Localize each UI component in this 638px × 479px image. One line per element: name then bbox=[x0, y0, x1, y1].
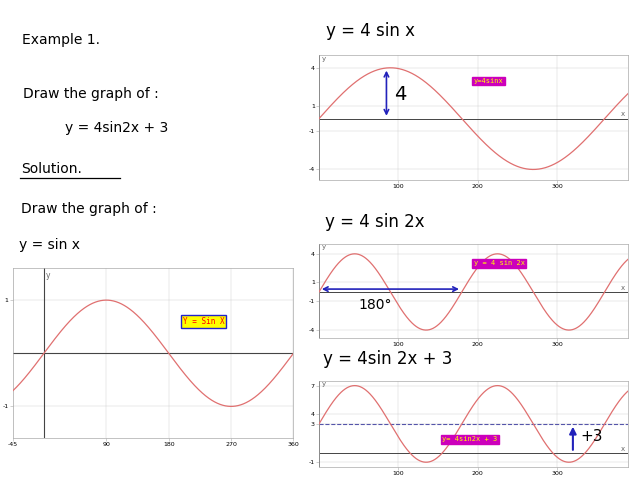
Text: y: y bbox=[322, 57, 325, 62]
Text: y = 4sin 2x + 3: y = 4sin 2x + 3 bbox=[323, 350, 452, 368]
Text: 4: 4 bbox=[394, 85, 407, 103]
Text: y: y bbox=[322, 244, 325, 250]
Text: 180°: 180° bbox=[359, 298, 392, 312]
Text: Draw the graph of :: Draw the graph of : bbox=[21, 202, 157, 216]
Text: x: x bbox=[621, 111, 625, 117]
Text: Example 1.: Example 1. bbox=[22, 33, 100, 46]
Text: y = 4 sin 2x: y = 4 sin 2x bbox=[473, 260, 524, 266]
Text: y = 4sin2x + 3: y = 4sin2x + 3 bbox=[65, 121, 168, 135]
Text: y: y bbox=[46, 271, 50, 280]
Text: y = 4 sin 2x: y = 4 sin 2x bbox=[325, 213, 424, 231]
Text: Draw the graph of :: Draw the graph of : bbox=[23, 87, 159, 101]
Text: +3: +3 bbox=[581, 429, 604, 444]
Text: y: y bbox=[322, 381, 325, 387]
Text: y = sin x: y = sin x bbox=[19, 238, 80, 252]
Text: y = 4 sin x: y = 4 sin x bbox=[327, 22, 415, 40]
Text: y= 4sin2x + 3: y= 4sin2x + 3 bbox=[442, 436, 497, 442]
Text: Solution.: Solution. bbox=[21, 162, 82, 176]
Text: x: x bbox=[621, 446, 625, 452]
Text: y=4sinx: y=4sinx bbox=[473, 78, 503, 84]
Text: x: x bbox=[621, 285, 625, 291]
Text: Y = Sin X: Y = Sin X bbox=[182, 317, 224, 326]
